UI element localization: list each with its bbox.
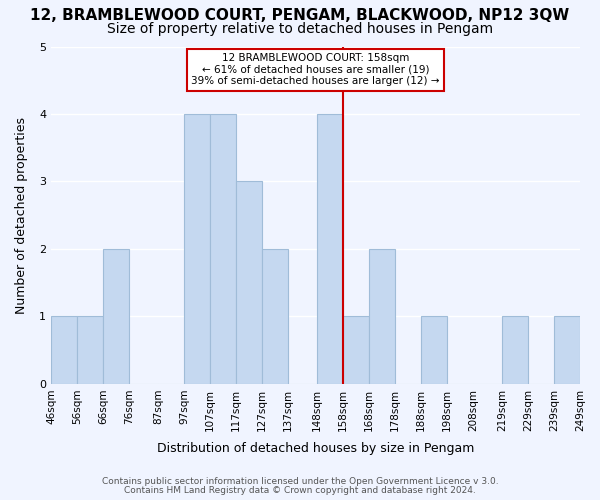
Bar bbox=[343, 316, 369, 384]
Text: Contains HM Land Registry data © Crown copyright and database right 2024.: Contains HM Land Registry data © Crown c… bbox=[124, 486, 476, 495]
Text: Contains public sector information licensed under the Open Government Licence v : Contains public sector information licen… bbox=[101, 477, 499, 486]
Bar bbox=[262, 249, 288, 384]
Bar bbox=[554, 316, 580, 384]
Bar bbox=[184, 114, 210, 384]
Y-axis label: Number of detached properties: Number of detached properties bbox=[15, 116, 28, 314]
X-axis label: Distribution of detached houses by size in Pengam: Distribution of detached houses by size … bbox=[157, 442, 474, 455]
Text: 12, BRAMBLEWOOD COURT, PENGAM, BLACKWOOD, NP12 3QW: 12, BRAMBLEWOOD COURT, PENGAM, BLACKWOOD… bbox=[31, 8, 569, 22]
Bar bbox=[421, 316, 447, 384]
Bar bbox=[317, 114, 343, 384]
Bar bbox=[369, 249, 395, 384]
Bar bbox=[210, 114, 236, 384]
Text: Size of property relative to detached houses in Pengam: Size of property relative to detached ho… bbox=[107, 22, 493, 36]
Text: 12 BRAMBLEWOOD COURT: 158sqm
← 61% of detached houses are smaller (19)
39% of se: 12 BRAMBLEWOOD COURT: 158sqm ← 61% of de… bbox=[191, 53, 440, 86]
Bar bbox=[51, 316, 77, 384]
Bar bbox=[103, 249, 129, 384]
Bar bbox=[502, 316, 528, 384]
Bar bbox=[236, 182, 262, 384]
Bar bbox=[77, 316, 103, 384]
